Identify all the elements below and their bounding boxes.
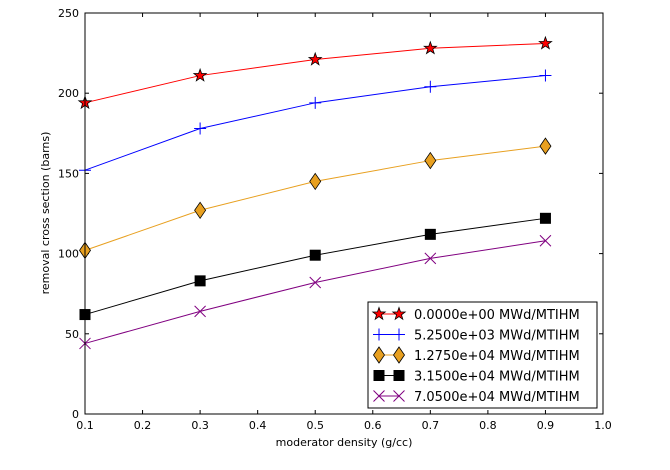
legend-label: 7.0500e+04 MWd/MTIHM xyxy=(414,390,580,405)
series-line xyxy=(84,75,546,171)
legend-label: 3.1500e+04 MWd/MTIHM xyxy=(414,370,580,385)
y-tick-label: 200 xyxy=(58,87,79,100)
series-plus xyxy=(79,69,552,177)
diamond-marker xyxy=(424,151,437,170)
square-marker xyxy=(194,275,206,287)
series-line xyxy=(84,217,546,316)
x-tick-label: 0.3 xyxy=(191,419,209,432)
plus-marker xyxy=(373,328,385,341)
square-marker xyxy=(539,212,551,224)
legend-label: 1.2750e+04 MWd/MTIHM xyxy=(414,349,580,364)
legend: 0.0000e+00 MWd/MTIHM 5.2500e+03 MWd/MTIHM… xyxy=(367,301,598,409)
square-marker xyxy=(373,370,385,381)
plus-marker xyxy=(424,80,437,93)
x-marker xyxy=(373,390,385,402)
y-tick-label: 150 xyxy=(58,167,79,180)
legend-label: 0.0000e+00 MWd/MTIHM xyxy=(414,308,580,323)
x-marker xyxy=(539,234,552,247)
square-marker xyxy=(424,228,436,240)
diamond-marker xyxy=(373,346,385,364)
legend-entry: 0.0000e+00 MWd/MTIHM xyxy=(371,306,580,323)
legend-entry: 1.2750e+04 MWd/MTIHM xyxy=(373,346,580,364)
y-tick-label: 0 xyxy=(72,408,79,421)
series-star xyxy=(77,35,553,110)
legend-entry: 5.2500e+03 MWd/MTIHM xyxy=(373,328,580,344)
y-axis-label: removal cross section (barns) xyxy=(39,132,52,295)
diamond-marker xyxy=(309,172,322,191)
x-axis-label: moderator density (g/cc) xyxy=(276,436,413,449)
x-marker xyxy=(393,390,405,402)
plus-marker xyxy=(194,122,207,135)
diamond-marker xyxy=(539,137,552,155)
x-tick-label: 0.5 xyxy=(306,419,324,432)
x-tick-label: 1.0 xyxy=(594,419,612,432)
star-marker xyxy=(538,35,553,50)
plus-marker xyxy=(309,96,322,109)
y-tick-label: 50 xyxy=(65,328,79,341)
y-tick-label: 250 xyxy=(58,7,79,20)
x-tick-label: 0.4 xyxy=(249,419,267,432)
x-marker xyxy=(194,305,206,318)
legend-box xyxy=(367,301,598,409)
plus-marker xyxy=(393,328,405,341)
square-marker xyxy=(309,249,321,261)
legend-entry: 3.1500e+04 MWd/MTIHM xyxy=(373,370,580,385)
legend-label: 5.2500e+03 MWd/MTIHM xyxy=(414,329,580,344)
x-tick-label: 0.6 xyxy=(364,419,382,432)
plus-marker xyxy=(539,69,552,82)
diamond-marker xyxy=(393,346,405,364)
square-marker xyxy=(393,370,405,381)
axis-ticks: 0.1 0.2 0.3 0.4 0.5 0.6 0.7 0.8 0.9 1.0 0 50 100 150 2… xyxy=(58,7,612,432)
series-line xyxy=(84,145,546,251)
x-tick-label: 0.9 xyxy=(537,419,555,432)
x-tick-label: 0.1 xyxy=(76,419,94,432)
x-marker xyxy=(309,276,322,289)
plot-frame xyxy=(84,12,604,415)
x-tick-label: 0.8 xyxy=(479,419,497,432)
x-marker xyxy=(424,252,437,265)
series-lines xyxy=(77,35,553,350)
star-marker xyxy=(192,67,208,82)
diamond-marker xyxy=(194,201,207,219)
x-tick-label: 0.2 xyxy=(134,419,152,432)
series-diamond xyxy=(79,137,552,260)
x-tick-label: 0.7 xyxy=(422,419,440,432)
star-marker xyxy=(423,40,438,55)
star-marker xyxy=(307,51,323,66)
legend-entry: 7.0500e+04 MWd/MTIHM xyxy=(373,390,580,405)
star-marker xyxy=(391,306,407,321)
star-marker xyxy=(371,306,387,321)
y-tick-label: 100 xyxy=(58,248,79,261)
